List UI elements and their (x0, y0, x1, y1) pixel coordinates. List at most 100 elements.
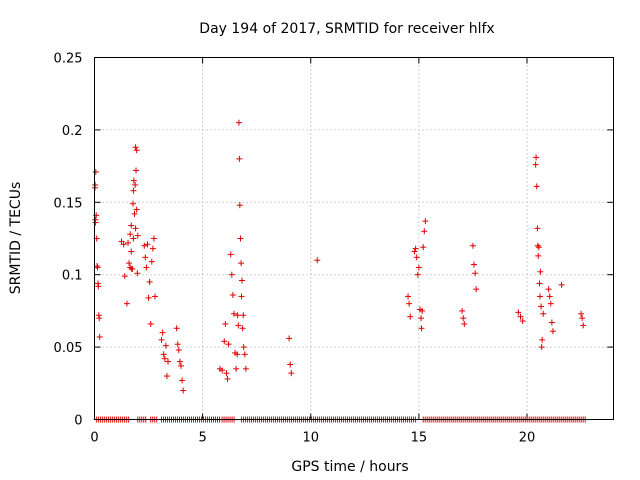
data-point (132, 181, 139, 188)
data-point (407, 313, 414, 320)
data-point (225, 341, 232, 348)
data-point (92, 181, 99, 188)
data-point (145, 294, 152, 301)
data-point (538, 303, 545, 310)
x-axis-label: GPS time / hours (291, 459, 408, 475)
axis-ticks (94, 57, 614, 420)
data-point (540, 310, 547, 317)
data-point (419, 307, 426, 314)
data-point (546, 293, 553, 300)
data-point (159, 329, 166, 336)
data-point (144, 241, 151, 248)
data-point (469, 242, 476, 249)
data-point (234, 351, 241, 358)
data-point (237, 235, 244, 242)
data-point (92, 168, 99, 175)
data-point (411, 248, 418, 255)
data-point (536, 280, 543, 287)
data-point (534, 225, 541, 232)
data-point (418, 315, 425, 322)
y-tick-label: 0 (74, 414, 82, 429)
data-point (127, 231, 134, 238)
data-point (459, 307, 466, 314)
data-point (406, 300, 413, 307)
data-point (519, 318, 526, 325)
data-point (421, 228, 428, 235)
data-point (223, 370, 230, 377)
y-tick-labels: 0 0.05 0.1 0.15 0.2 0.25 (54, 52, 83, 429)
data-point (224, 375, 231, 382)
data-point (415, 264, 422, 271)
data-point (96, 315, 103, 322)
y-tick-label: 0.05 (54, 341, 83, 356)
data-point (234, 312, 241, 319)
data-point (161, 355, 168, 362)
data-point (236, 155, 243, 162)
data-point (535, 252, 542, 259)
data-point (221, 338, 228, 345)
data-point (515, 309, 522, 316)
data-point (176, 358, 183, 365)
data-point (129, 200, 136, 207)
data-point (229, 291, 236, 298)
data-point (241, 351, 248, 358)
data-point (227, 251, 234, 258)
data-point (233, 365, 240, 372)
data-point (94, 264, 101, 271)
y-axis-label: SRMTID / TECUs (8, 182, 24, 295)
data-point (228, 271, 235, 278)
chart-title: Day 194 of 2017, SRMTID for receiver hlf… (199, 21, 494, 37)
data-point (422, 218, 429, 225)
data-point (535, 244, 542, 251)
data-point (534, 242, 541, 249)
y-tick-label: 0.2 (62, 124, 83, 139)
data-point (418, 325, 425, 332)
y-tick-label: 0.15 (54, 196, 83, 211)
data-point (545, 286, 552, 293)
data-point (125, 239, 132, 246)
data-point (288, 370, 295, 377)
data-point (126, 260, 133, 267)
data-point (533, 183, 540, 190)
x-tick-labels: 0 5 10 15 20 (90, 431, 535, 446)
data-point (287, 361, 294, 368)
data-point (536, 293, 543, 300)
data-point (131, 210, 138, 217)
data-point (413, 254, 420, 261)
data-point (242, 365, 249, 372)
data-point (133, 167, 140, 174)
data-point (548, 319, 555, 326)
data-point (547, 300, 554, 307)
data-point (580, 322, 587, 329)
y-tick-label: 0.25 (54, 52, 83, 67)
data-point (92, 219, 99, 226)
data-point (123, 300, 130, 307)
data-point (165, 358, 172, 365)
data-point (95, 283, 102, 290)
data-point (141, 242, 148, 249)
data-point (146, 278, 153, 285)
data-point (473, 286, 480, 293)
data-point (517, 313, 524, 320)
data-point (132, 225, 139, 232)
data-point (314, 257, 321, 264)
data-point (130, 177, 137, 184)
data-point (133, 206, 140, 213)
x-tick-label: 5 (198, 431, 206, 446)
data-point (132, 144, 139, 151)
data-point (180, 387, 187, 394)
data-point (239, 325, 246, 332)
data-point (148, 258, 155, 265)
data-point (179, 377, 186, 384)
data-point (219, 367, 226, 374)
data-point (230, 310, 237, 317)
data-point (235, 322, 242, 329)
data-point (143, 264, 150, 271)
data-point (129, 265, 136, 272)
data-point (128, 222, 135, 229)
data-point (178, 362, 184, 369)
x-tick-label: 0 (90, 431, 98, 446)
y-tick-label: 0.1 (62, 269, 83, 284)
data-point (238, 293, 245, 300)
data-point (472, 270, 479, 277)
